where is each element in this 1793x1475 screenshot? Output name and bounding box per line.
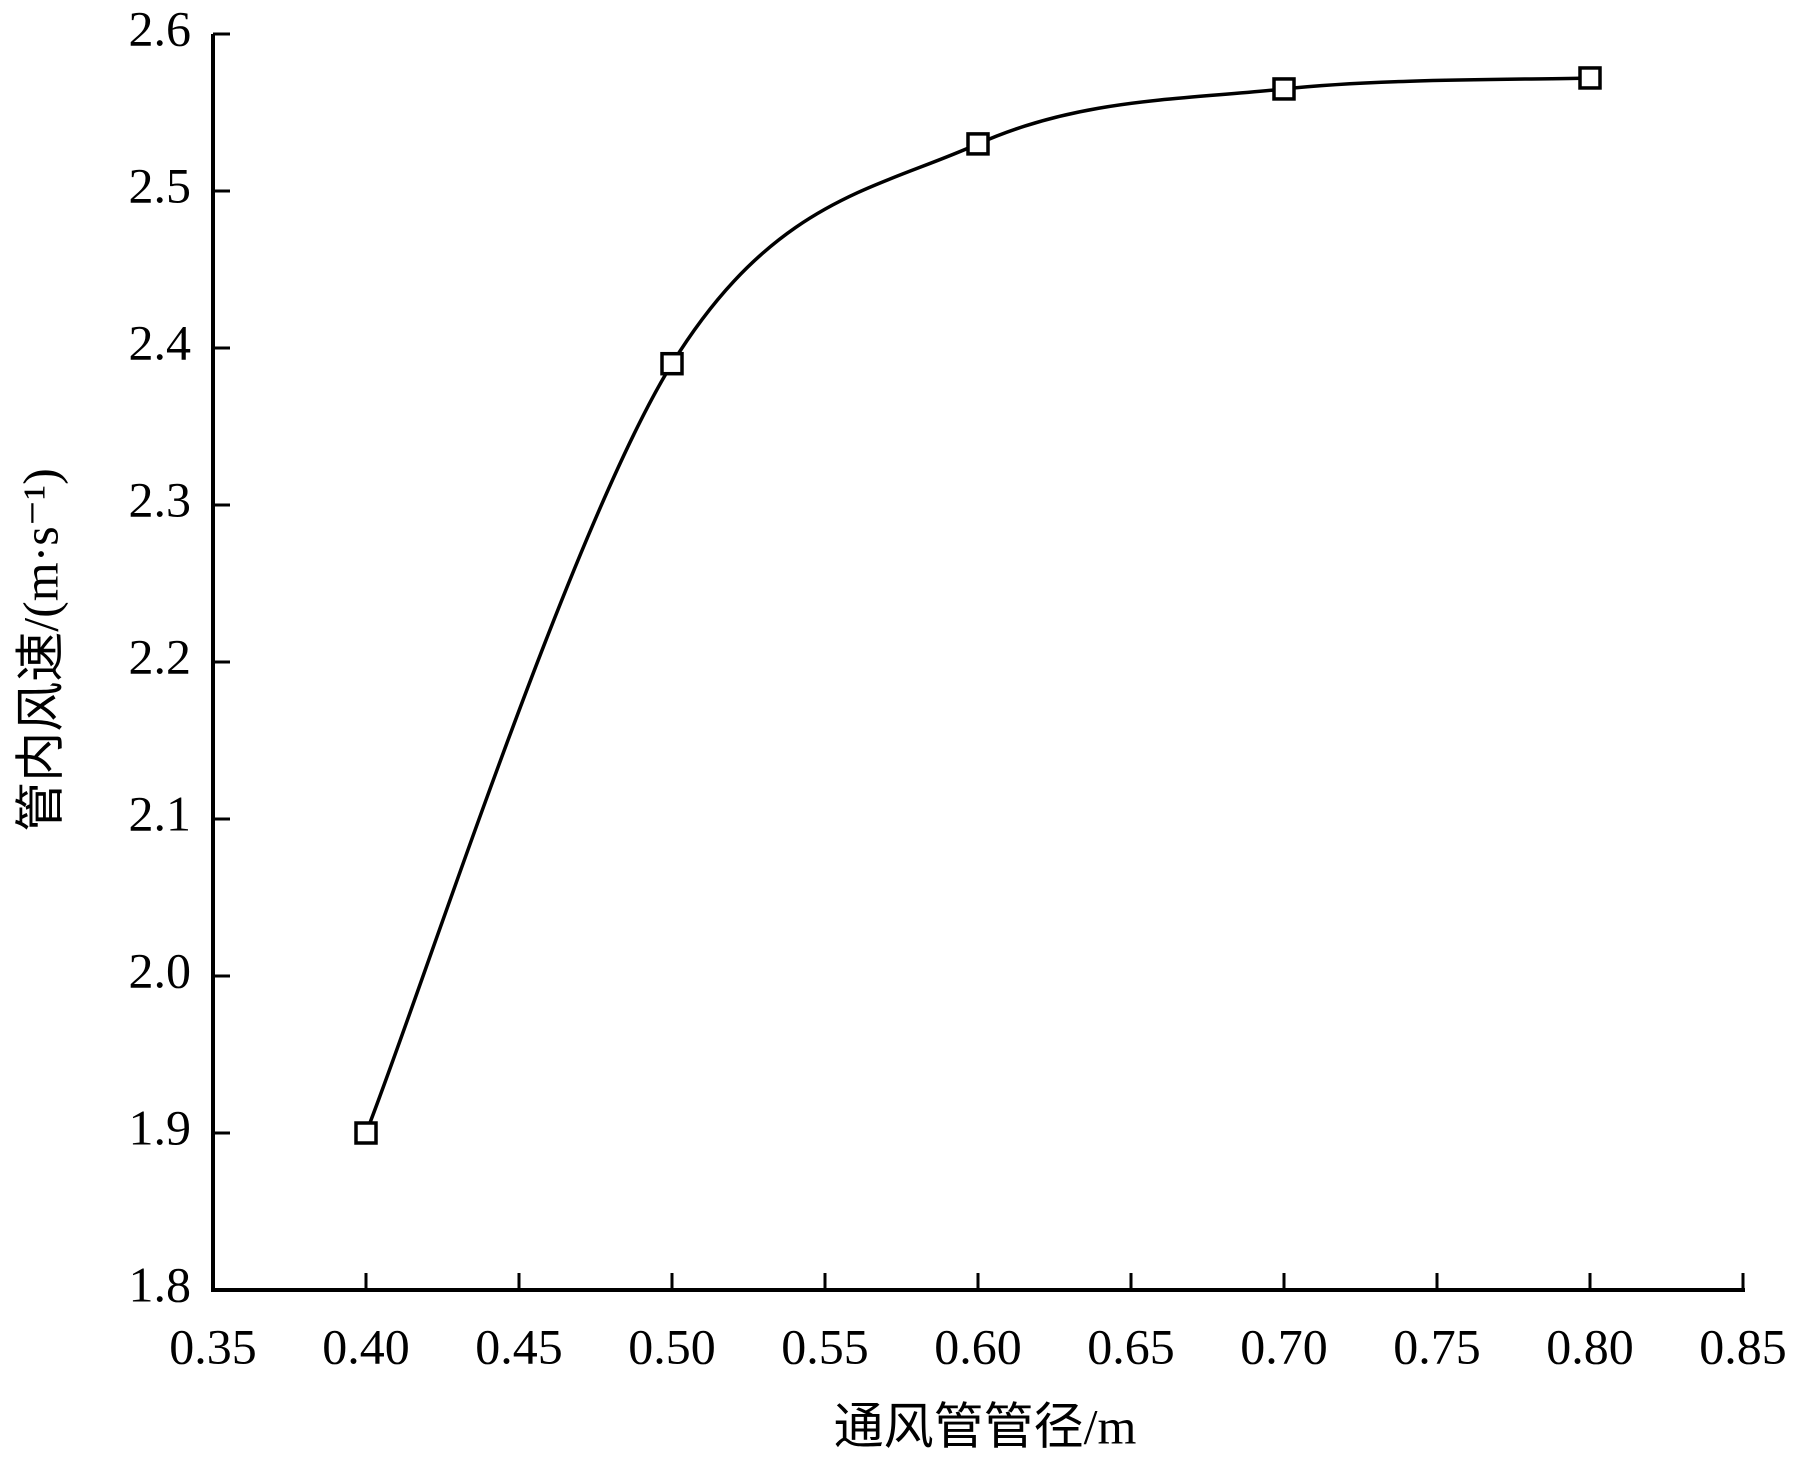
marker (354, 1121, 378, 1145)
y-tick-label: 2.4 (129, 314, 192, 370)
x-tick-label: 0.80 (1546, 1318, 1634, 1374)
marker (1272, 77, 1296, 101)
x-tick-label: 0.45 (475, 1318, 563, 1374)
y-tick-label: 2.6 (129, 0, 192, 56)
y-axis-title: 管内风速/(m·s⁻¹) (12, 468, 68, 832)
x-tick-label: 0.85 (1699, 1318, 1787, 1374)
y-tick-label: 2.3 (129, 471, 192, 527)
y-tick-label: 2.5 (129, 157, 192, 213)
marker (1578, 66, 1602, 90)
x-tick-label: 0.50 (628, 1318, 716, 1374)
y-tick-label: 1.9 (129, 1099, 192, 1155)
x-tick-label: 0.75 (1393, 1318, 1481, 1374)
marker (660, 351, 684, 376)
y-tick-label: 1.8 (129, 1256, 192, 1312)
x-tick-label: 0.65 (1087, 1318, 1175, 1374)
marker (966, 132, 990, 156)
x-tick-label: 0.70 (1240, 1318, 1328, 1374)
x-tick-label: 0.55 (781, 1318, 869, 1374)
y-tick-label: 2.1 (129, 785, 192, 841)
x-tick-label: 0.60 (934, 1318, 1022, 1374)
x-tick-label: 0.40 (322, 1318, 410, 1374)
line (364, 76, 1591, 1134)
y-tick-label: 2.0 (129, 942, 192, 998)
x-tick-label: 0.35 (169, 1318, 257, 1374)
x-axis-title: 通风管管径/m (834, 1398, 1137, 1454)
y-tick-label: 2.2 (129, 628, 192, 684)
